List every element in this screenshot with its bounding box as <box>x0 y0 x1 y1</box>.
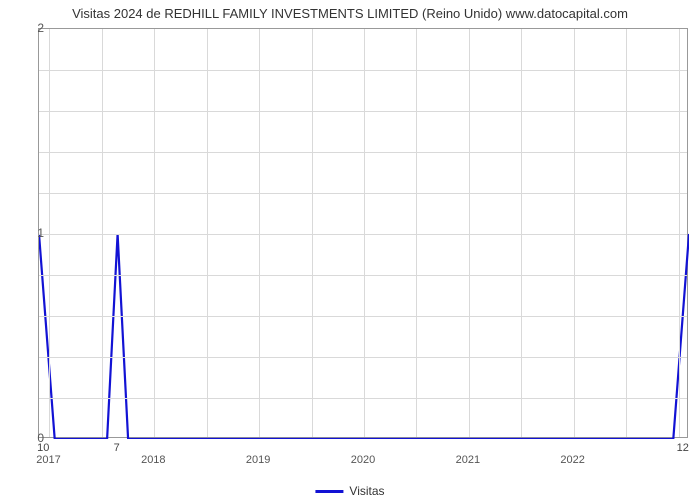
chart-container: Visitas 2024 de REDHILL FAMILY INVESTMEN… <box>0 0 700 500</box>
grid-horizontal <box>39 357 687 358</box>
x-tick-label: 2022 <box>560 454 584 466</box>
grid-horizontal <box>39 398 687 399</box>
legend-swatch <box>315 490 343 493</box>
grid-vertical <box>521 29 522 437</box>
grid-vertical <box>102 29 103 437</box>
grid-horizontal <box>39 316 687 317</box>
point-label: 10 <box>37 442 49 454</box>
grid-vertical <box>312 29 313 437</box>
grid-vertical <box>259 29 260 437</box>
legend: Visitas <box>315 484 384 498</box>
grid-vertical <box>416 29 417 437</box>
grid-horizontal <box>39 234 687 235</box>
x-tick-label: 2018 <box>141 454 165 466</box>
legend-label: Visitas <box>349 484 384 498</box>
x-tick-label: 2019 <box>246 454 270 466</box>
point-label: 12 <box>677 442 689 454</box>
point-label: 7 <box>114 442 120 454</box>
x-tick-label: 2020 <box>351 454 375 466</box>
grid-vertical <box>469 29 470 437</box>
grid-vertical <box>626 29 627 437</box>
y-tick-label: 1 <box>14 226 44 240</box>
grid-vertical <box>364 29 365 437</box>
grid-vertical <box>49 29 50 437</box>
grid-vertical <box>679 29 680 437</box>
plot-area <box>38 28 688 438</box>
x-tick-label: 2017 <box>36 454 60 466</box>
grid-vertical <box>154 29 155 437</box>
chart-title: Visitas 2024 de REDHILL FAMILY INVESTMEN… <box>0 0 700 21</box>
chart-plot-wrap <box>38 28 688 438</box>
y-tick-label: 2 <box>14 21 44 35</box>
grid-horizontal <box>39 70 687 71</box>
grid-horizontal <box>39 193 687 194</box>
grid-horizontal <box>39 275 687 276</box>
grid-vertical <box>207 29 208 437</box>
grid-horizontal <box>39 111 687 112</box>
grid-horizontal <box>39 152 687 153</box>
grid-vertical <box>574 29 575 437</box>
x-tick-label: 2021 <box>456 454 480 466</box>
